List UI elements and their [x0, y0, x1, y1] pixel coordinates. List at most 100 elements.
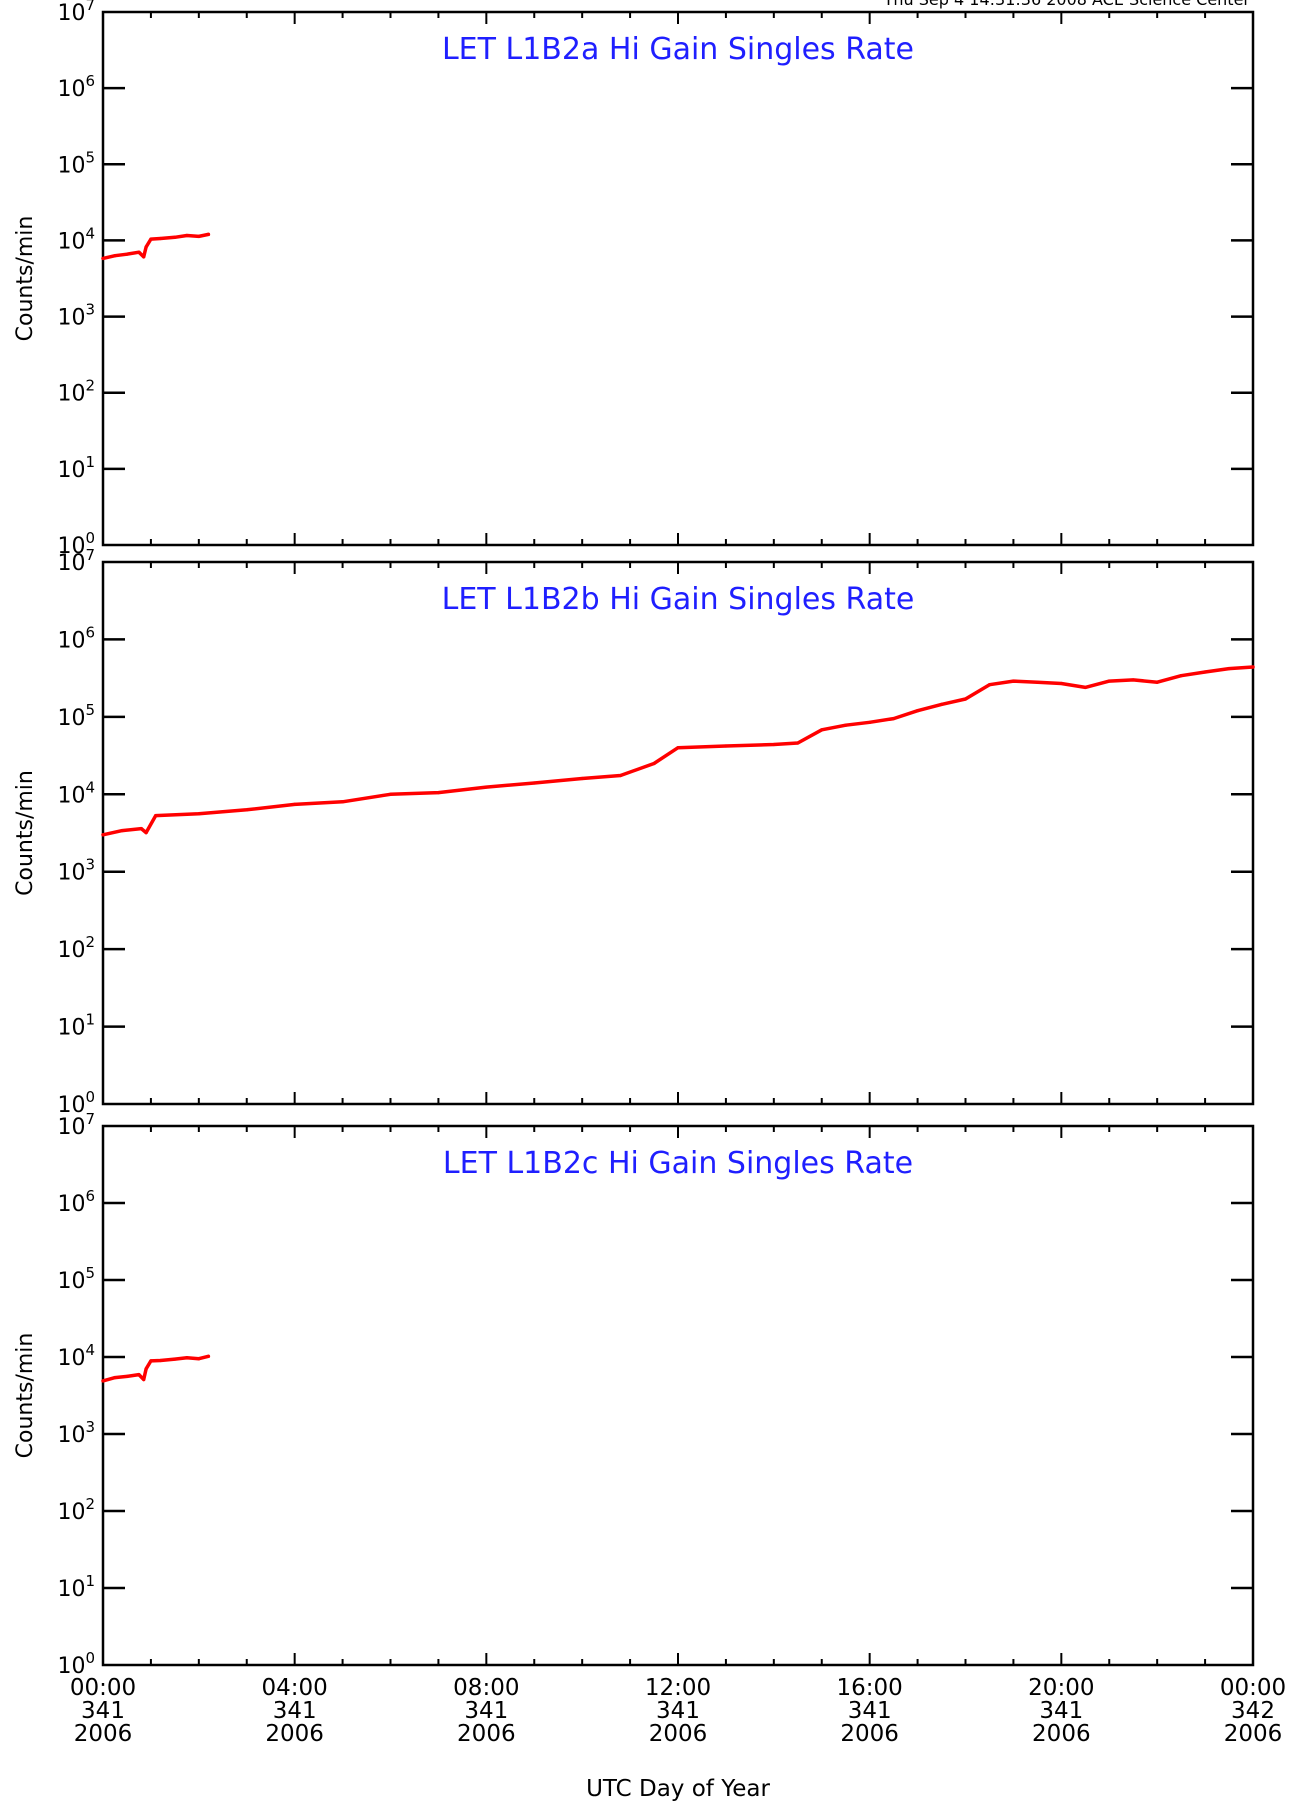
data-point [158, 236, 163, 241]
data-point [892, 716, 896, 721]
plot-frame [101, 1124, 1255, 1667]
x-tick-label-time: 04:00 [262, 1675, 328, 1701]
chart-panel-2: 100 101 102 103 104 105 106 107 Counts/min LET L1… [13, 546, 1255, 1118]
data-point [1155, 680, 1159, 684]
y-tick-label: 100 [57, 1088, 95, 1118]
data-point [939, 702, 944, 706]
series-line [101, 665, 1255, 837]
y-tick-label: 102 [57, 1495, 95, 1525]
x-tick-label-doy: 341 [273, 1698, 317, 1724]
y-axis-label: Counts/min [13, 216, 38, 342]
chart-title: LET L1B2c Hi Gain Singles Rate [443, 1146, 913, 1181]
plot-frame [101, 560, 1255, 1106]
chart-panel-3: 100 101 102 103 104 105 106 107 Counts/min LET L1… [13, 1110, 1255, 1679]
data-point [113, 254, 117, 258]
data-point [245, 808, 249, 812]
data-point [868, 720, 872, 724]
chart-panel-1: 100 101 102 103 104 105 106 107 Counts/min LET L1… [13, 0, 1255, 559]
x-tick-label-year: 2006 [649, 1721, 708, 1747]
data-point [197, 234, 201, 238]
x-tick-label-doy: 341 [1039, 1698, 1083, 1724]
y-tick-label: 100 [57, 1649, 95, 1679]
data-point [340, 800, 345, 804]
data-point [1035, 680, 1039, 684]
chart-title: LET L1B2a Hi Gain Singles Rate [442, 32, 914, 67]
data-point [142, 1377, 146, 1382]
data-point [1227, 666, 1231, 671]
data-point [436, 791, 441, 795]
data-point [1059, 681, 1063, 686]
x-tick-label-year: 2006 [1224, 1721, 1283, 1747]
data-point [120, 828, 124, 833]
data-point [724, 744, 728, 748]
data-point [388, 792, 393, 796]
data-point [197, 812, 201, 816]
plot-frame [101, 10, 1255, 547]
y-tick-label: 103 [57, 1418, 95, 1448]
data-point [144, 831, 148, 835]
data-point [532, 781, 536, 785]
y-tick-label: 105 [57, 148, 95, 178]
data-point [844, 723, 848, 727]
y-tick-label: 103 [57, 301, 95, 331]
data-point [158, 1358, 163, 1363]
x-tick-label-time: 00:00 [70, 1675, 136, 1701]
x-tick-label-time: 00:00 [1220, 1675, 1286, 1701]
data-point [154, 814, 158, 818]
y-tick-label: 102 [57, 933, 95, 963]
x-tick-label-doy: 341 [464, 1698, 508, 1724]
data-point [580, 776, 584, 781]
x-tick-label-doy: 341 [656, 1698, 700, 1724]
x-tick-label-time: 20:00 [1028, 1675, 1094, 1701]
y-tick-label: 104 [57, 778, 95, 808]
y-tick-label: 107 [57, 1110, 95, 1140]
data-point [185, 1356, 189, 1360]
y-tick-label: 104 [57, 224, 95, 254]
x-tick-label-doy: 341 [81, 1698, 125, 1724]
data-point [101, 1379, 105, 1383]
data-point [144, 1367, 148, 1371]
data-point [1083, 685, 1087, 690]
x-tick-label-time: 12:00 [645, 1675, 711, 1701]
timestamp-credit: Thu Sep 4 14:31:36 2008 ACE Science Cent… [883, 0, 1251, 9]
x-tick-label-year: 2006 [457, 1721, 516, 1747]
y-tick-label: 105 [57, 701, 95, 731]
data-point [618, 773, 623, 778]
y-tick-label: 106 [57, 1187, 95, 1217]
data-point [137, 1373, 141, 1377]
data-point [652, 761, 656, 766]
data-point [125, 252, 129, 256]
panels: 100 101 102 103 104 105 106 107 Counts/min LET L1… [13, 0, 1255, 1679]
data-point [1251, 665, 1255, 669]
data-point [676, 746, 680, 750]
y-tick-label: 107 [57, 546, 95, 576]
x-tick-label-time: 16:00 [837, 1675, 903, 1701]
series-line [101, 232, 211, 261]
y-tick-label: 106 [57, 623, 95, 653]
data-point [484, 785, 488, 789]
data-point [173, 1357, 177, 1361]
y-axis-label: Counts/min [13, 1333, 38, 1459]
y-tick-label: 106 [57, 72, 95, 102]
y-tick-label: 104 [57, 1341, 95, 1371]
data-point [206, 1354, 211, 1358]
data-point [963, 697, 968, 701]
data-point [139, 827, 143, 831]
data-point [915, 709, 920, 713]
x-tick-label-year: 2006 [1032, 1721, 1091, 1747]
y-tick-label: 100 [57, 529, 95, 559]
chart-title: LET L1B2b Hi Gain Singles Rate [442, 582, 915, 617]
data-point [142, 255, 146, 259]
data-point [987, 683, 992, 687]
y-axis-label: Counts/min [13, 770, 38, 896]
y-tick-label: 103 [57, 856, 95, 886]
data-point [185, 233, 189, 238]
y-tick-label: 101 [57, 453, 95, 483]
x-tick-label-doy: 341 [848, 1698, 892, 1724]
data-point [1203, 670, 1207, 674]
data-point [1011, 679, 1016, 683]
x-tick-label-year: 2006 [74, 1721, 133, 1747]
x-tick-label-time: 08:00 [453, 1675, 519, 1701]
y-tick-label: 101 [57, 1572, 95, 1602]
